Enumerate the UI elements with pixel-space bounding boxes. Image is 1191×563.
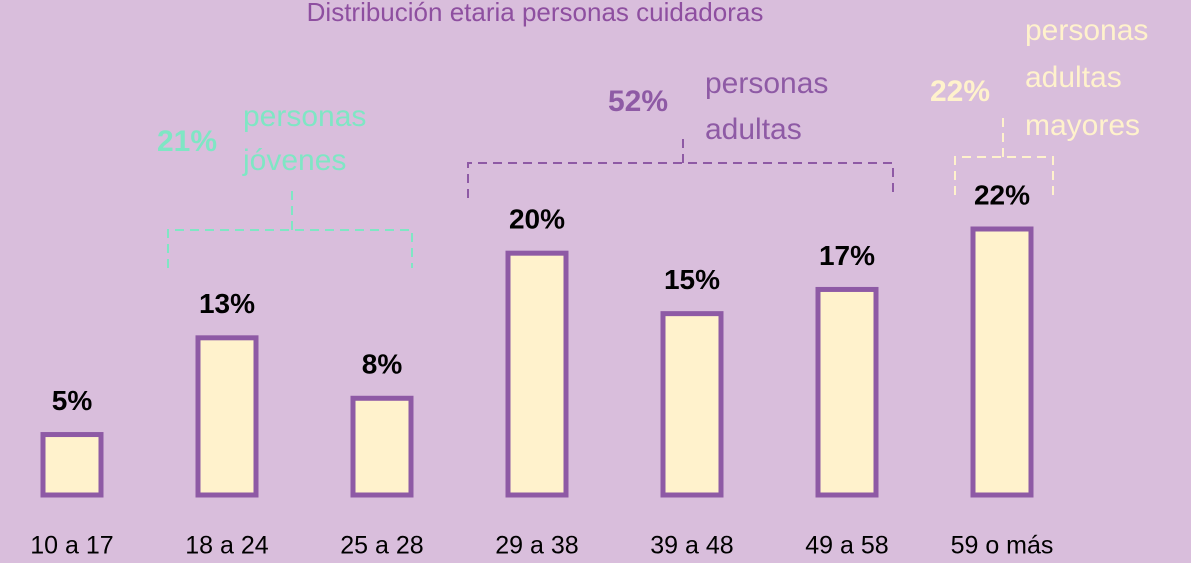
x-tick-label: 29 a 38 (495, 532, 578, 560)
group-bracket (954, 118, 1054, 195)
bar (815, 286, 879, 498)
value-label: 8% (362, 349, 403, 380)
x-tick-label: 25 a 28 (340, 532, 423, 560)
group-label: personas (1025, 14, 1148, 47)
group-value: 21% (157, 125, 217, 158)
x-tick-label: 49 a 58 (805, 532, 888, 560)
x-tick-label: 39 a 48 (650, 532, 733, 560)
x-tick-label: 10 a 17 (30, 532, 113, 560)
bar (970, 226, 1034, 498)
group-value: 52% (608, 85, 668, 118)
bar (40, 432, 104, 498)
bar (505, 250, 569, 498)
group-label: adultas (705, 113, 802, 146)
x-tick-label: 59 o más (951, 532, 1054, 560)
x-tick-label: 18 a 24 (185, 532, 269, 560)
bar (195, 335, 259, 498)
value-label: 17% (819, 240, 875, 271)
group-label: personas (243, 100, 366, 133)
group-value: 22% (930, 75, 990, 108)
value-label: 5% (52, 385, 93, 416)
value-label: 15% (664, 264, 720, 295)
chart-title: Distribución etaria personas cuidadoras (307, 0, 764, 27)
value-label: 13% (199, 288, 255, 319)
group-label: jóvenes (242, 144, 346, 177)
group-label: personas (705, 67, 828, 100)
bar (350, 395, 414, 498)
group-bracket (467, 135, 894, 198)
value-label: 20% (509, 204, 565, 235)
value-label: 22% (974, 179, 1030, 210)
bar (660, 311, 724, 498)
group-bracket (167, 190, 413, 268)
group-label: adultas (1025, 61, 1122, 94)
group-label: mayores (1025, 109, 1140, 142)
